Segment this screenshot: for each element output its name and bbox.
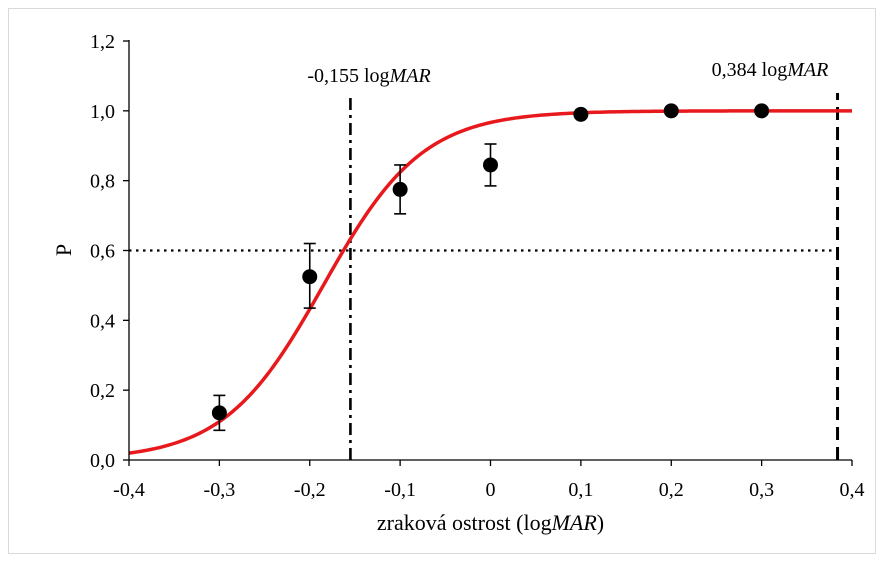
reference-lines bbox=[129, 93, 840, 460]
x-axis-title: zraková ostrost (logMAR) bbox=[377, 510, 604, 535]
x-tick-label: 0,3 bbox=[749, 479, 774, 501]
x-tick-label: -0,1 bbox=[384, 479, 416, 501]
chart-frame bbox=[8, 8, 876, 554]
data-point bbox=[211, 405, 227, 421]
data-point bbox=[573, 106, 589, 122]
x-tick-label: -0,2 bbox=[294, 479, 326, 501]
data-point bbox=[302, 269, 318, 285]
data-point bbox=[392, 181, 408, 197]
y-tick-label: 0,2 bbox=[90, 380, 115, 402]
x-tick-label: 0 bbox=[486, 479, 496, 501]
data-point bbox=[754, 103, 770, 119]
y-tick-label: 0,8 bbox=[90, 171, 115, 193]
annotation-label: -0,155 logMAR bbox=[307, 65, 430, 87]
data-points bbox=[211, 103, 770, 432]
y-axis-title: P bbox=[51, 244, 76, 256]
axes bbox=[123, 40, 853, 466]
chart-text: -0,4 -0,3 -0,2 -0,1 0 0,1 0,2 0,3 0,4 0,0 0,2 0,4 0,… bbox=[51, 31, 865, 535]
y-tick-label: 1,0 bbox=[90, 101, 115, 123]
x-tick-label: 0,2 bbox=[659, 479, 684, 501]
y-tick-label: 0,4 bbox=[90, 310, 115, 332]
x-tick-label: -0,3 bbox=[204, 479, 236, 501]
x-tick-label: -0,4 bbox=[113, 479, 145, 501]
y-tick-label: 0,0 bbox=[90, 450, 115, 472]
annotation-label: 0,384 logMAR bbox=[712, 59, 829, 81]
fit-curve-group bbox=[128, 109, 852, 455]
x-tick-label: 0,4 bbox=[840, 479, 865, 501]
data-point bbox=[663, 103, 679, 119]
y-tick-label: 0,6 bbox=[90, 241, 115, 263]
data-point bbox=[483, 157, 498, 173]
x-tick-label: 0,1 bbox=[568, 479, 593, 501]
y-tick-label: 1,2 bbox=[90, 31, 115, 53]
fit-curve bbox=[128, 109, 852, 455]
